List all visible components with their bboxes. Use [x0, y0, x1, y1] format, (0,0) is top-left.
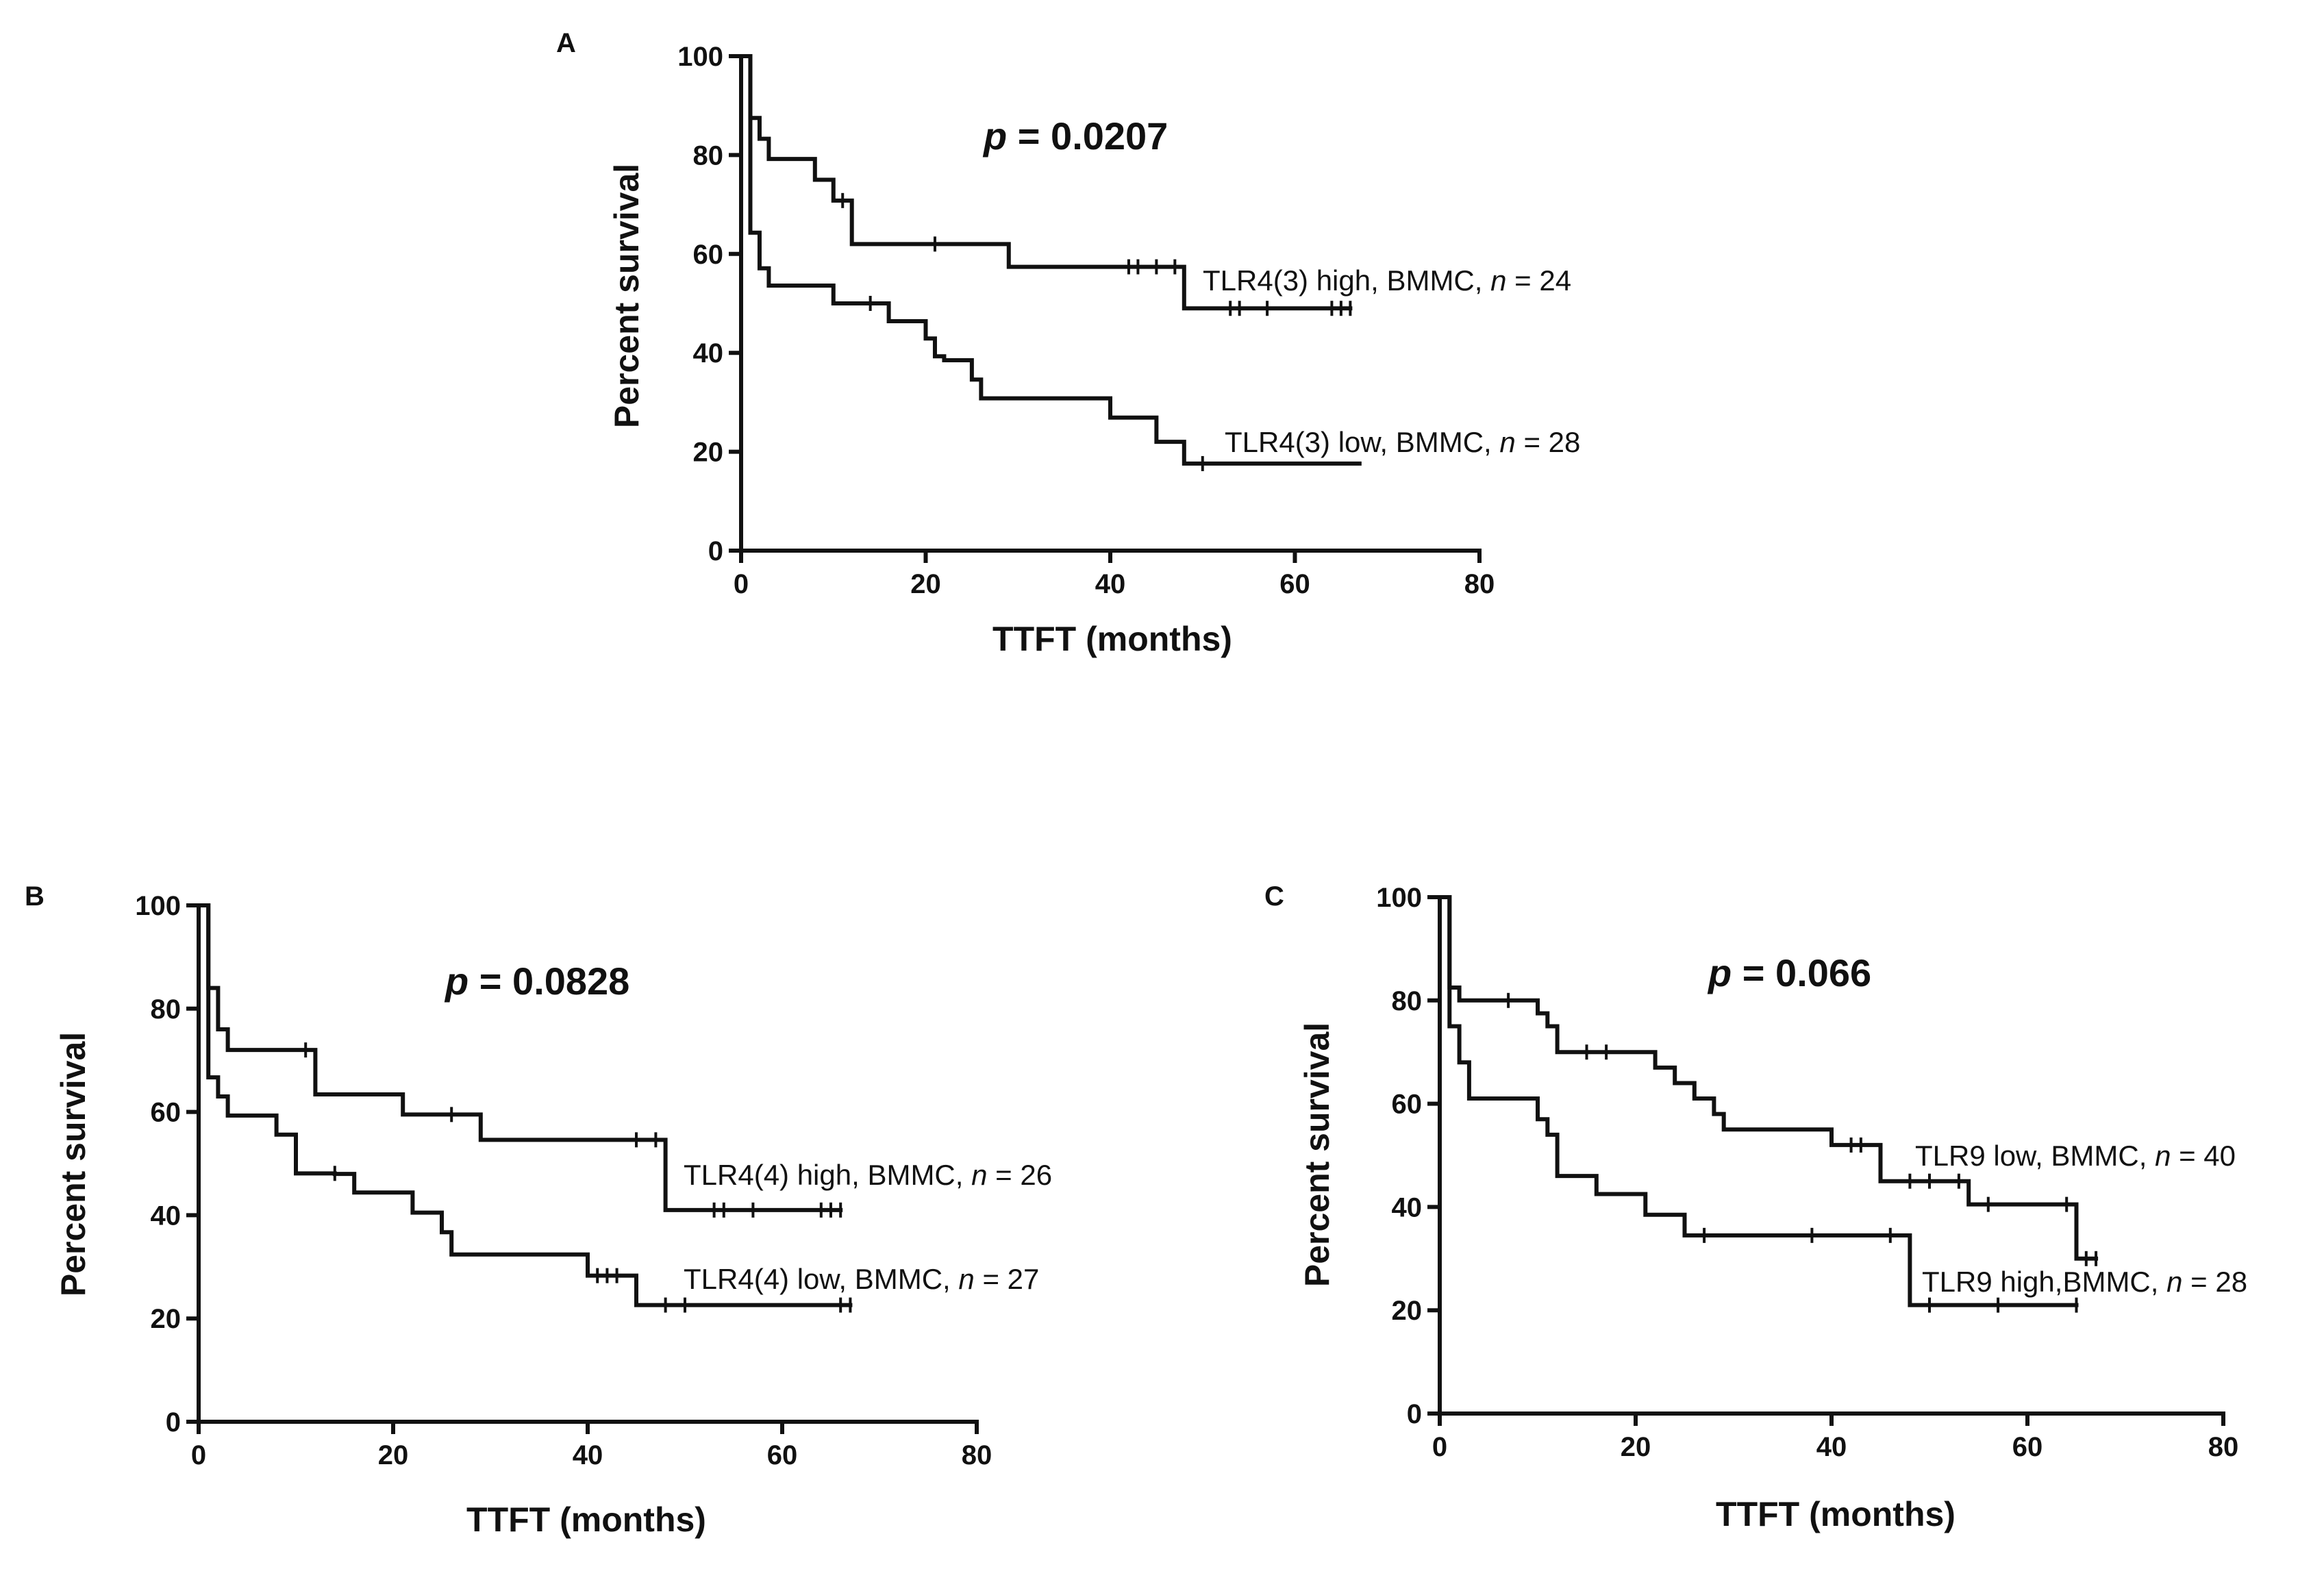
x-tick-label: 0 — [734, 569, 749, 599]
y-tick-label: 20 — [693, 438, 724, 468]
n-value: = 24 — [1514, 264, 1571, 297]
x-tick-label: 40 — [573, 1440, 603, 1470]
n-symbol: n — [1499, 426, 1515, 458]
n-value: = 27 — [982, 1263, 1039, 1295]
x-tick-label: 80 — [2208, 1432, 2239, 1462]
x-tick-label: 80 — [1464, 569, 1495, 599]
x-tick-label: 60 — [767, 1440, 798, 1470]
axes: 0 20 40 60 80 100 0 20 40 60 80 — [1376, 883, 2238, 1462]
x-tick-label: 20 — [378, 1440, 409, 1470]
n-symbol: n — [971, 1159, 987, 1191]
series-label-text: TLR9 high,BMMC, — [1922, 1266, 2158, 1298]
y-tick-label: 20 — [151, 1304, 182, 1334]
series-label-text: TLR9 low, BMMC, — [1915, 1140, 2147, 1172]
series-label-text: TLR4(4) low, BMMC, — [684, 1263, 951, 1295]
series-label-text: TLR4(3) high, BMMC, — [1203, 264, 1482, 297]
y-tick-label: 40 — [1392, 1192, 1423, 1222]
y-tick-label: 80 — [151, 994, 182, 1025]
survival-curve-tlr4-3-high — [739, 54, 1353, 311]
survival-curve-tlr9-low — [1438, 895, 2099, 1261]
survival-curve-tlr4-4-low — [197, 903, 853, 1307]
y-tick-label: 80 — [693, 140, 724, 171]
n-value: = 26 — [995, 1159, 1052, 1191]
series-label-low: TLR9 low, BMMC, n = 40 — [1915, 1140, 2236, 1172]
n-symbol: n — [2155, 1140, 2171, 1172]
survival-curves — [1438, 895, 2099, 1313]
series-label-text: TLR4(3) low, BMMC, — [1225, 426, 1492, 458]
y-tick-label: 100 — [135, 891, 181, 921]
x-axis-title: TTFT (months) — [466, 1501, 706, 1539]
x-tick-label: 20 — [910, 569, 941, 599]
p-value-annotation: p = 0.066 — [1707, 951, 1871, 994]
panel-a: A p = 0.0207 TTFT (months) Percent survi… — [556, 28, 1580, 658]
x-axis-title: TTFT (months) — [992, 620, 1232, 658]
x-tick-label: 80 — [962, 1440, 992, 1470]
survival-curve-tlr4-4-high — [197, 903, 843, 1212]
y-axis-title: Percent survival — [608, 164, 646, 428]
n-value: = 28 — [2190, 1266, 2247, 1298]
y-tick-label: 80 — [1392, 986, 1423, 1016]
n-value: = 28 — [1523, 426, 1580, 458]
n-symbol: n — [958, 1263, 974, 1295]
axes: 0 20 40 60 80 100 0 20 40 60 80 — [677, 42, 1495, 599]
y-tick-label: 60 — [151, 1098, 182, 1128]
x-tick-label: 60 — [2012, 1432, 2043, 1462]
n-value: = 40 — [2179, 1140, 2236, 1172]
x-tick-label: 0 — [1432, 1432, 1447, 1462]
x-tick-label: 60 — [1279, 569, 1310, 599]
y-tick-label: 0 — [1407, 1399, 1422, 1429]
x-tick-label: 20 — [1621, 1432, 1651, 1462]
x-tick-label: 40 — [1816, 1432, 1847, 1462]
p-value: = 0.0207 — [1018, 114, 1169, 158]
p-value-annotation: p = 0.0828 — [444, 959, 629, 1003]
panel-letter: B — [25, 881, 45, 912]
survival-curves — [739, 54, 1362, 471]
p-value: = 0.0828 — [479, 959, 630, 1003]
n-symbol: n — [2166, 1266, 2182, 1298]
survival-curves — [197, 903, 853, 1313]
y-tick-label: 20 — [1392, 1296, 1423, 1326]
n-symbol: n — [1490, 264, 1506, 297]
series-label-low: TLR4(4) low, BMMC, n = 27 — [684, 1263, 1039, 1295]
panel-b: B p = 0.0828 TTFT (months) Percent survi… — [25, 881, 1052, 1539]
y-tick-label: 40 — [151, 1201, 182, 1231]
y-tick-label: 0 — [708, 536, 723, 566]
p-symbol: p — [982, 114, 1007, 158]
y-axis-title: Percent survival — [54, 1032, 92, 1296]
y-tick-label: 40 — [693, 338, 724, 368]
survival-curve-tlr9-high — [1438, 895, 2079, 1307]
p-symbol: p — [444, 959, 468, 1003]
series-label-low: TLR4(3) low, BMMC, n = 28 — [1225, 426, 1580, 458]
p-symbol: p — [1707, 951, 1732, 994]
panel-letter: C — [1264, 881, 1284, 912]
series-label-high: TLR4(3) high, BMMC, n = 24 — [1203, 264, 1571, 297]
x-tick-label: 40 — [1095, 569, 1126, 599]
y-tick-label: 60 — [693, 240, 724, 270]
axes: 0 20 40 60 80 100 0 20 40 60 80 — [135, 891, 992, 1470]
x-axis-title: TTFT (months) — [1716, 1495, 1956, 1533]
p-value-annotation: p = 0.0207 — [982, 114, 1168, 158]
panel-letter: A — [556, 28, 576, 58]
series-label-text: TLR4(4) high, BMMC, — [684, 1159, 963, 1191]
y-tick-label: 0 — [166, 1407, 181, 1438]
y-tick-label: 100 — [677, 42, 723, 72]
series-label-high: TLR4(4) high, BMMC, n = 26 — [684, 1159, 1052, 1191]
x-tick-label: 0 — [191, 1440, 206, 1470]
series-label-high: TLR9 high,BMMC, n = 28 — [1922, 1266, 2247, 1298]
survival-curve-tlr4-3-low — [739, 54, 1362, 466]
p-value: = 0.066 — [1742, 951, 1871, 994]
y-axis-title: Percent survival — [1298, 1022, 1336, 1287]
panel-c: C p = 0.066 TTFT (months) Percent surviv… — [1264, 881, 2247, 1533]
y-tick-label: 100 — [1376, 883, 1422, 913]
y-tick-label: 60 — [1392, 1090, 1423, 1120]
